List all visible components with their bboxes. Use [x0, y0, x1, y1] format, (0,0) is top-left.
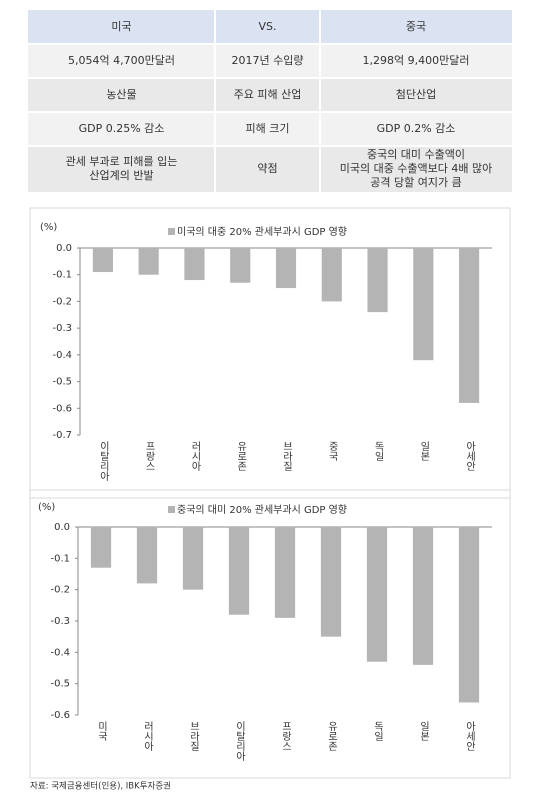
y-tick-label: -0.4 — [52, 350, 72, 361]
chart-frame — [29, 489, 511, 779]
table-cell-text: 중국 — [406, 20, 426, 33]
y-tick-label: -0.5 — [52, 377, 72, 388]
x-tick-label: 브라질 — [281, 441, 293, 471]
bar — [92, 248, 113, 273]
y-tick-label: 0.0 — [56, 243, 72, 254]
bar — [184, 248, 205, 281]
bar — [228, 527, 250, 615]
y-tick-label: -0.3 — [52, 323, 72, 334]
y-axis-label: (%) — [38, 502, 55, 513]
x-tick-label: 프랑스 — [280, 721, 292, 751]
table-row-bg — [28, 78, 512, 112]
table-cell-text: 첨단산업 — [396, 88, 436, 101]
table-row-bg — [28, 146, 512, 192]
bar — [458, 527, 480, 703]
y-tick-label: -0.3 — [50, 616, 70, 627]
x-tick-label: 유로존 — [326, 721, 338, 751]
bar — [366, 527, 388, 662]
bar — [182, 527, 204, 590]
bar — [138, 248, 159, 275]
table-cell-text: 1,298억 9,400만달러 — [363, 54, 470, 67]
x-tick-label: 일본 — [418, 441, 430, 461]
bar — [136, 527, 158, 584]
chart-title: 중국의 대미 20% 관세부과시 GDP 영향 — [177, 504, 347, 516]
table-cell-text: 관세 부과로 피해를 입는 산업계의 반발 — [66, 154, 178, 182]
y-tick-label: -0.7 — [52, 430, 72, 441]
table-cell-text: 미국 — [111, 20, 131, 33]
x-tick-label: 일본 — [418, 721, 430, 741]
bar — [230, 248, 251, 283]
bar — [320, 527, 342, 637]
chart-frame — [29, 207, 511, 499]
y-tick-label: -0.1 — [52, 270, 72, 281]
legend-swatch — [168, 506, 175, 513]
x-tick-label: 이탈리아 — [234, 721, 246, 762]
x-tick-label: 독일 — [372, 721, 384, 741]
table-cell-text: 피해 크기 — [246, 121, 290, 135]
y-tick-label: -0.2 — [52, 296, 72, 307]
table-cell-text: 약점 — [257, 161, 277, 175]
bar — [274, 527, 296, 618]
table-cell-text: 농산물 — [106, 88, 136, 101]
bar — [275, 248, 297, 289]
bar — [90, 527, 112, 568]
bar — [413, 248, 434, 361]
x-tick-label: 중국 — [326, 441, 338, 462]
x-tick-label: 러시아 — [142, 721, 154, 752]
x-tick-label: 러시아 — [189, 441, 201, 472]
x-tick-label: 독일 — [372, 441, 384, 461]
x-tick-label: 이탈리아 — [97, 441, 109, 482]
x-tick-label: 브라질 — [188, 721, 200, 751]
table-cell-text: GDP 0.2% 감소 — [377, 122, 456, 135]
legend-swatch — [168, 228, 175, 235]
source-note: 자료: 국제금융센터(인용), IBK투자증권 — [30, 781, 171, 792]
bar — [412, 527, 434, 665]
y-tick-label: -0.2 — [50, 585, 70, 596]
bar — [459, 248, 480, 403]
x-tick-label: 아세안 — [464, 721, 476, 751]
table-row-bg — [28, 44, 512, 78]
x-tick-label: 프랑스 — [143, 441, 155, 471]
y-tick-label: -0.1 — [50, 553, 70, 564]
chart-title: 미국의 대중 20% 관세부과시 GDP 영향 — [177, 226, 347, 238]
table-cell-text: GDP 0.25% 감소 — [79, 122, 165, 135]
table-cell-text: VS. — [258, 20, 276, 33]
bar — [321, 248, 342, 302]
y-tick-label: -0.5 — [50, 679, 70, 690]
x-tick-label: 유로존 — [235, 441, 247, 471]
table-cell-text: 2017년 수입량 — [232, 54, 304, 67]
table-row-bg — [28, 112, 512, 146]
y-tick-label: -0.6 — [50, 710, 70, 721]
table-row-bg — [28, 10, 512, 44]
x-tick-label: 미국 — [96, 721, 108, 742]
x-tick-label: 아세안 — [464, 441, 476, 471]
y-tick-label: 0.0 — [54, 522, 70, 533]
y-axis-label: (%) — [40, 222, 57, 233]
y-tick-label: -0.6 — [52, 403, 72, 414]
table-cell-text: 5,054억 4,700만달러 — [68, 54, 175, 67]
table-cell-text: 중국의 대미 수출액이 미국의 대중 수출액보다 4배 많아 공격 당할 여지가 큼 — [340, 148, 493, 189]
bar — [367, 248, 388, 313]
y-tick-label: -0.4 — [50, 647, 70, 658]
table-cell-text: 주요 피해 산업 — [234, 87, 302, 101]
